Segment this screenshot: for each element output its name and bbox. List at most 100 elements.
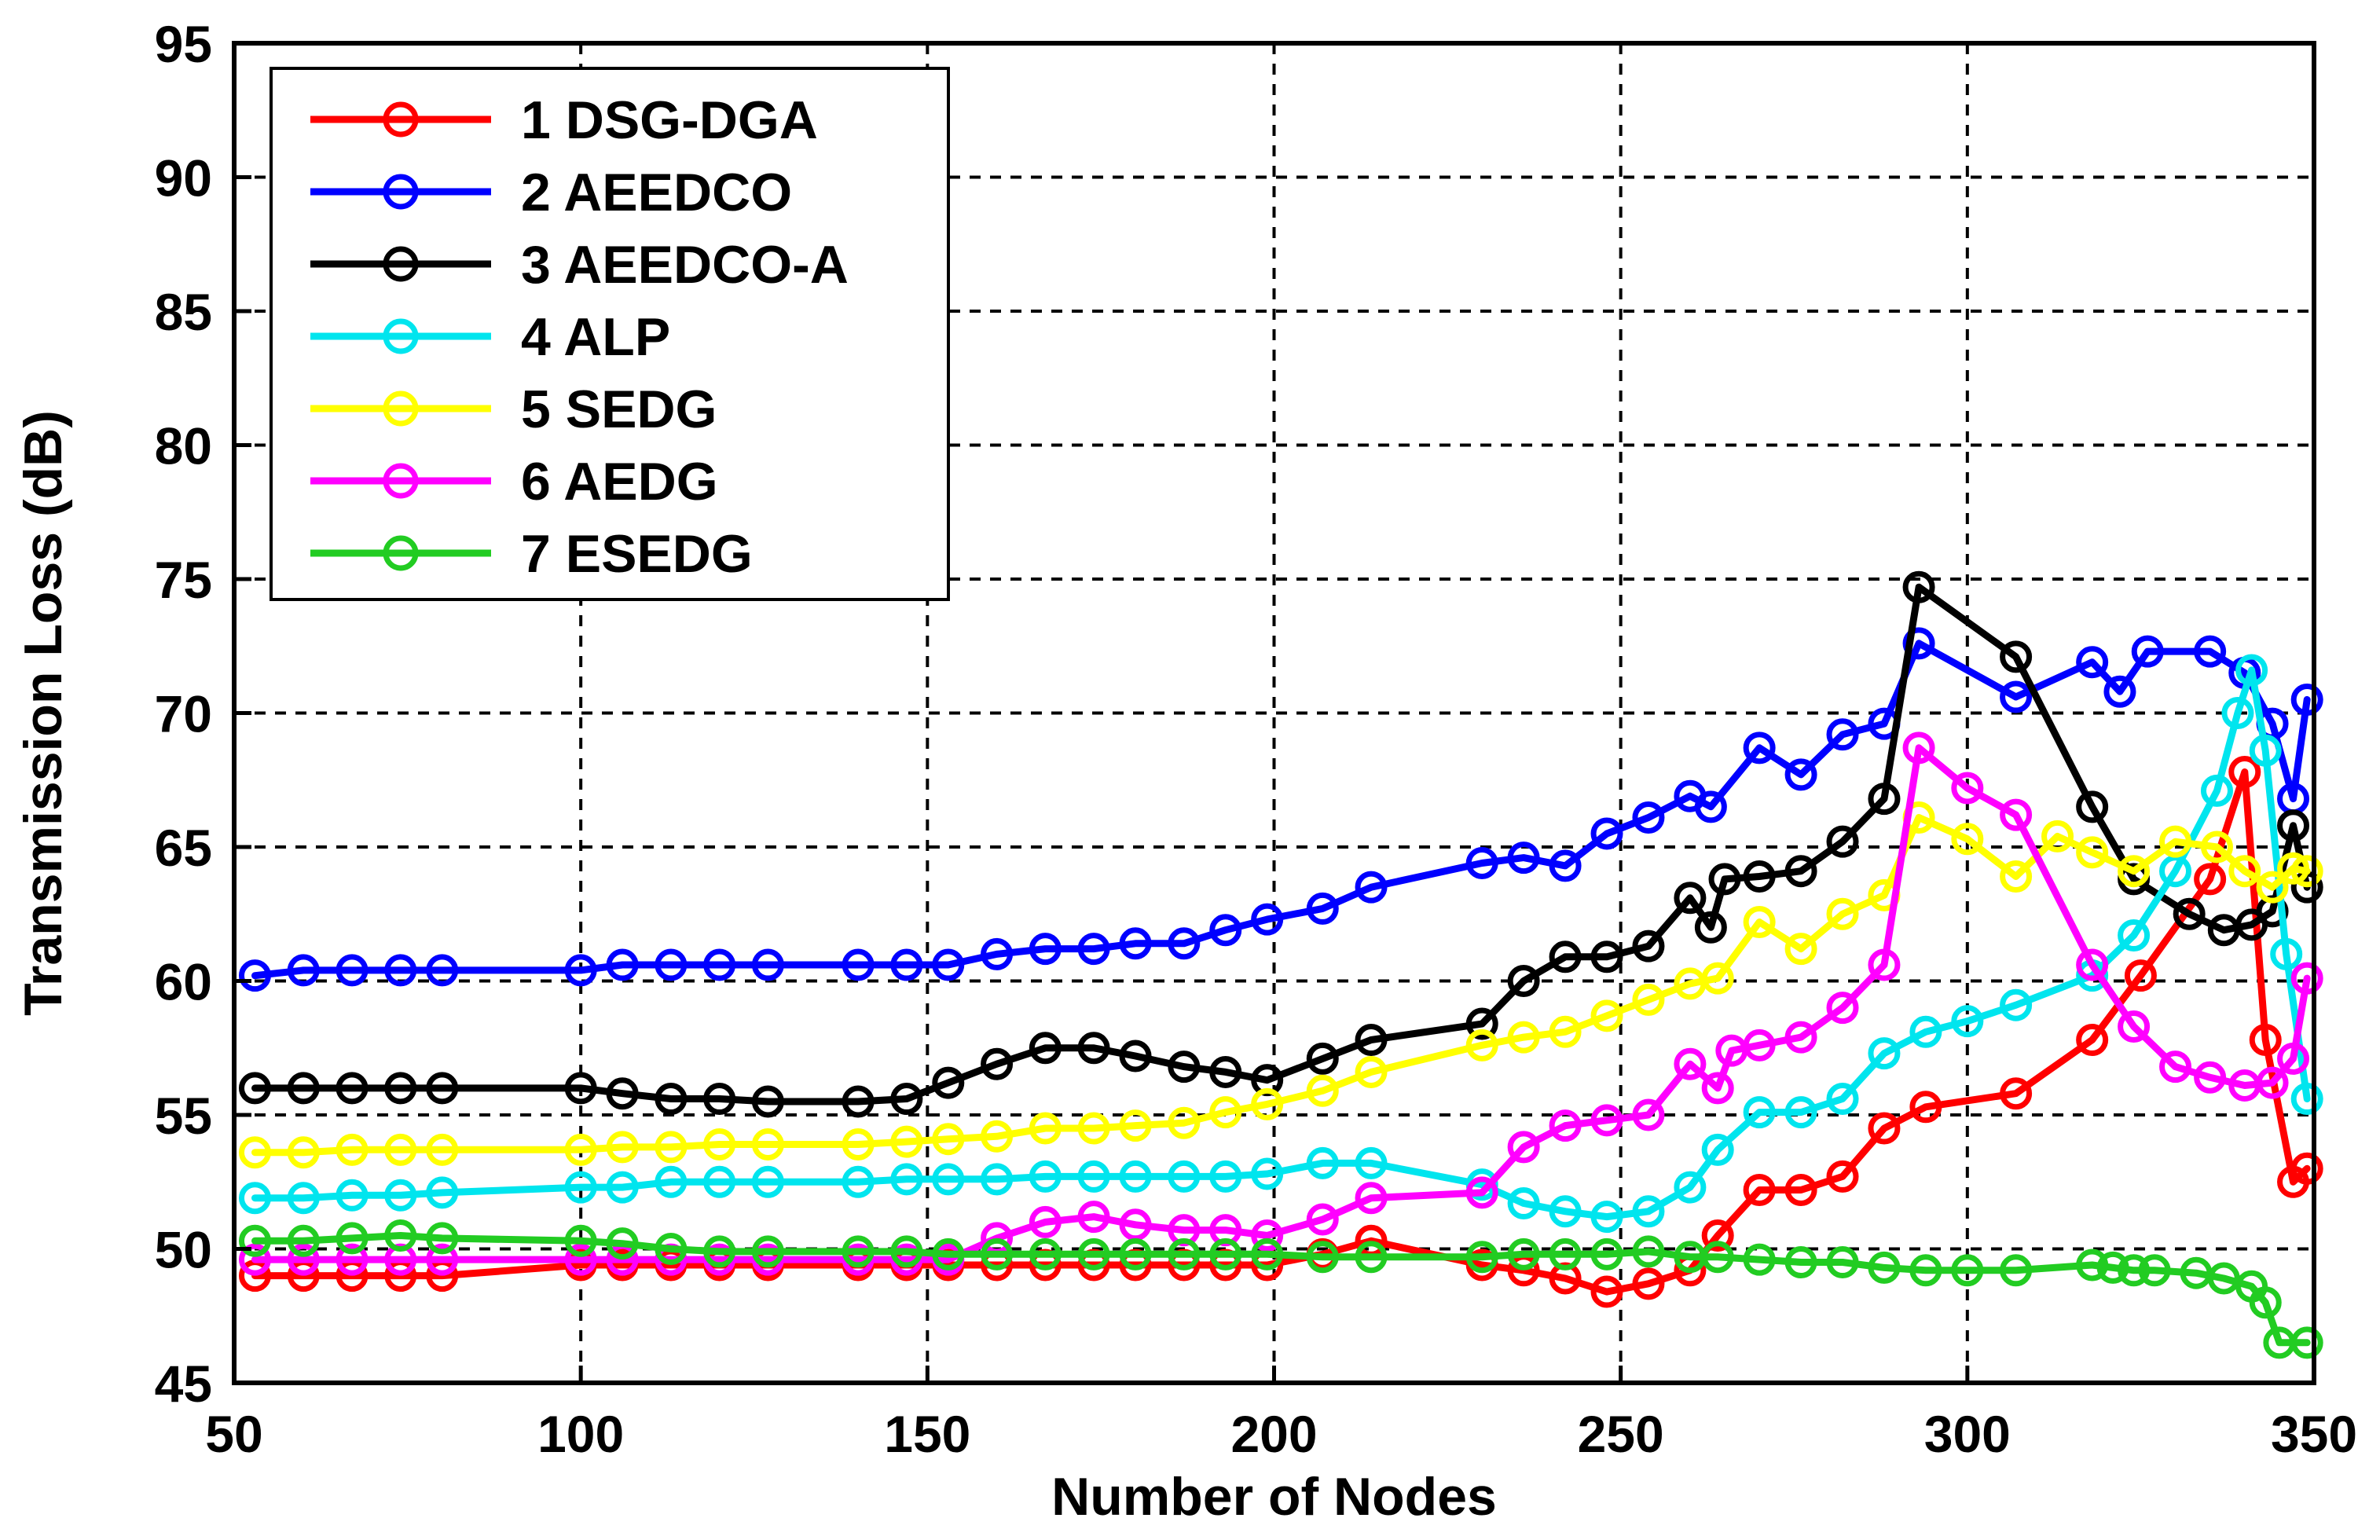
- data-point: [1168, 1050, 1201, 1084]
- series-6: [238, 732, 2323, 1276]
- legend-marker: [383, 174, 419, 210]
- data-point: [2000, 1254, 2033, 1287]
- data-point: [1465, 1176, 1498, 1209]
- data-point: [1590, 1238, 1623, 1270]
- data-point: [1355, 1055, 1388, 1088]
- legend-item: 6 AEDG: [310, 452, 718, 512]
- data-point: [1909, 1254, 1942, 1287]
- data-point: [2138, 1254, 2171, 1287]
- data-point: [1632, 930, 1665, 962]
- data-point: [1549, 1238, 1582, 1270]
- legend-label: 3 AEEDCO-A: [521, 235, 849, 295]
- data-point: [1251, 1219, 1284, 1252]
- data-point: [1077, 1032, 1110, 1065]
- data-point: [1549, 1109, 1582, 1142]
- data-point: [426, 1133, 459, 1166]
- data-point: [1549, 940, 1582, 974]
- data-point: [1306, 1241, 1339, 1274]
- data-point: [890, 1125, 923, 1158]
- data-point: [1549, 1195, 1582, 1228]
- data-point: [1590, 817, 1623, 850]
- data-point: [426, 1072, 459, 1105]
- data-point: [1251, 1157, 1284, 1190]
- data-point: [1951, 1005, 1984, 1038]
- data-point: [384, 1072, 417, 1105]
- data-point: [1465, 1241, 1498, 1274]
- legend-label: 5 SEDG: [521, 380, 717, 439]
- series-2: [238, 627, 2323, 992]
- data-point: [703, 1235, 736, 1268]
- data-point: [1909, 1091, 1942, 1124]
- data-point: [2290, 855, 2323, 888]
- y-tick-label: 45: [155, 1355, 212, 1413]
- data-point: [1549, 1015, 1582, 1048]
- legend-marker: [383, 246, 419, 282]
- legend-item: 1 DSG-DGA: [310, 90, 818, 150]
- legend-label: 6 AEDG: [521, 452, 718, 512]
- legend: 1 DSG-DGA 2 AEEDCO 3 AEEDCO-A 4 ALP 5 SEDG 6 …: [270, 67, 950, 601]
- data-point: [932, 1123, 965, 1156]
- data-point: [1306, 892, 1339, 925]
- y-axis-title: Transmission Loss (dB): [13, 410, 73, 1016]
- data-point: [564, 1133, 597, 1166]
- legend-label: 2 AEEDCO: [521, 163, 792, 222]
- data-point: [2200, 774, 2233, 807]
- data-point: [287, 1072, 320, 1105]
- data-point: [1507, 842, 1540, 874]
- data-point: [1465, 1007, 1498, 1040]
- data-point: [1465, 1028, 1498, 1062]
- data-point: [1168, 1160, 1201, 1193]
- data-point: [2290, 962, 2323, 995]
- data-point: [606, 1077, 639, 1110]
- data-point: [1077, 1160, 1110, 1193]
- series-line: [251, 1232, 2311, 1347]
- data-point: [1902, 570, 1935, 603]
- data-point: [2249, 734, 2282, 767]
- data-point: [842, 1235, 875, 1268]
- data-point: [2159, 855, 2192, 888]
- data-point: [384, 954, 417, 987]
- data-point: [1784, 1246, 1817, 1279]
- data-point: [1209, 914, 1242, 947]
- data-point: [1355, 1146, 1388, 1179]
- data-point: [1209, 1238, 1242, 1270]
- data-point: [1674, 1047, 1707, 1080]
- data-point: [384, 1179, 417, 1212]
- data-point: [2118, 855, 2151, 888]
- data-point: [238, 1243, 271, 1276]
- data-point: [606, 1171, 639, 1204]
- data-point: [564, 1243, 597, 1276]
- data-point: [981, 1163, 1014, 1196]
- data-point: [1632, 1098, 1665, 1131]
- data-point: [2000, 680, 2033, 713]
- legend-item: 7 ESEDG: [310, 524, 753, 584]
- y-tick-label: 55: [155, 1087, 212, 1145]
- data-point: [1077, 1238, 1110, 1270]
- data-point: [2290, 1152, 2323, 1185]
- y-tick-label: 95: [155, 15, 212, 73]
- data-point: [606, 948, 639, 981]
- data-point: [1507, 1187, 1540, 1220]
- data-point: [426, 954, 459, 987]
- data-point: [1826, 1246, 1859, 1279]
- data-point: [1632, 1195, 1665, 1228]
- data-point: [1743, 732, 1776, 764]
- data-point: [336, 1072, 369, 1105]
- data-point: [1632, 983, 1665, 1016]
- data-point: [1465, 846, 1498, 879]
- data-point: [1743, 860, 1776, 893]
- data-point: [751, 1085, 784, 1118]
- data-point: [426, 1176, 459, 1209]
- data-point: [1701, 1219, 1734, 1252]
- data-point: [981, 1047, 1014, 1080]
- data-point: [1902, 627, 1935, 660]
- data-point: [1826, 1160, 1859, 1193]
- data-point: [1902, 732, 1935, 764]
- data-point: [426, 1222, 459, 1255]
- x-tick-label: 150: [884, 1405, 970, 1463]
- x-tick-label: 300: [1924, 1405, 2011, 1463]
- series-4: [238, 654, 2323, 1234]
- legend-label: 4 ALP: [521, 307, 670, 367]
- y-tick-label: 85: [155, 283, 212, 341]
- data-point: [564, 1171, 597, 1204]
